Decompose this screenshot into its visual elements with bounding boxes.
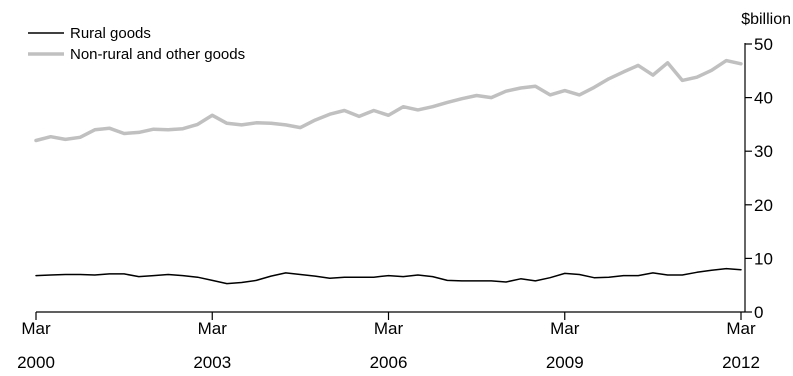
x-tick-label-month-0: Mar <box>21 319 51 338</box>
x-tick-label-year-0: 2000 <box>17 353 55 372</box>
legend-item-rural-goods: Rural goods <box>28 25 151 42</box>
y-tick-label-1: 10 <box>754 249 773 268</box>
legend: Rural goods Non-rural and other goods <box>28 25 245 63</box>
x-tick-label-month-2: Mar <box>374 319 404 338</box>
x-tick-label-year-4: 2012 <box>722 353 760 372</box>
legend-label-rural-goods: Rural goods <box>70 25 151 42</box>
x-tick-label-month-3: Mar <box>550 319 580 338</box>
x-tick-label-year-2: 2006 <box>370 353 408 372</box>
x-tick-label-month-4: Mar <box>726 319 756 338</box>
x-tick-label-year-3: 2009 <box>546 353 584 372</box>
x-tick-label-month-1: Mar <box>198 319 228 338</box>
y-tick-label-2: 20 <box>754 196 773 215</box>
y-tick-label-0: 0 <box>754 303 763 322</box>
series-line-non-rural-goods <box>34 58 743 143</box>
x-ticks: Mar 2000 Mar 2003 Mar 2006 Mar 2009 Mar 2012 <box>17 312 760 372</box>
y-ticks: 0 10 20 30 40 50 <box>745 35 773 322</box>
y-tick-label-3: 30 <box>754 142 773 161</box>
series-line-rural-goods <box>35 267 742 285</box>
x-tick-label-year-1: 2003 <box>193 353 231 372</box>
y-tick-label-5: 50 <box>754 35 773 54</box>
legend-item-non-rural-goods: Non-rural and other goods <box>28 46 245 63</box>
y-tick-label-4: 40 <box>754 89 773 108</box>
legend-label-non-rural-goods: Non-rural and other goods <box>70 46 245 63</box>
y-axis-unit-label: $billion <box>741 11 791 28</box>
series-lines <box>34 58 743 285</box>
plot-area: 0 10 20 30 40 50 Mar 2000 Mar 2003 Mar 2006 Mar 2009… <box>17 35 773 372</box>
